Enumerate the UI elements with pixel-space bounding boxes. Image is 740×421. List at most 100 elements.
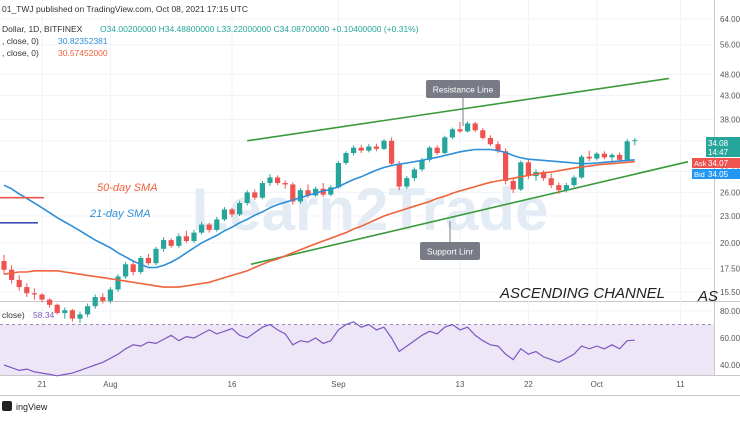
rsi-band-fill bbox=[0, 324, 714, 375]
candle-down bbox=[389, 137, 395, 167]
candle-up bbox=[259, 180, 265, 200]
candle-up bbox=[153, 246, 159, 266]
candle-up bbox=[221, 207, 227, 222]
candle-body bbox=[343, 153, 349, 163]
candle-down bbox=[206, 222, 212, 233]
candle-down bbox=[100, 293, 106, 304]
candle-body bbox=[199, 224, 205, 233]
ascending-channel bbox=[247, 77, 689, 266]
candle-down bbox=[290, 182, 296, 205]
candle-down bbox=[396, 161, 402, 191]
candle-up bbox=[328, 185, 334, 197]
ask-value: 34.07 bbox=[708, 159, 729, 168]
rsi-tick-label: 80.00 bbox=[720, 307, 740, 316]
candle-body bbox=[161, 240, 167, 249]
candle-body bbox=[373, 146, 379, 149]
candle-body bbox=[168, 240, 174, 246]
candle-body bbox=[267, 177, 273, 184]
candle-body bbox=[465, 123, 471, 132]
candle-up bbox=[115, 274, 121, 292]
price-tick-label: 43.00 bbox=[720, 92, 740, 101]
sma21-label: 21-day SMA bbox=[89, 208, 151, 220]
candle-body bbox=[586, 156, 592, 159]
price-tick-label: 17.50 bbox=[720, 265, 740, 274]
candle-down bbox=[16, 275, 22, 291]
candle-body bbox=[1, 261, 7, 270]
time-tick-label: 21 bbox=[38, 380, 47, 389]
footer-brand[interactable]: ingView bbox=[2, 401, 48, 412]
candle-down bbox=[1, 254, 7, 275]
price-tick-label: 48.00 bbox=[720, 70, 740, 79]
candle-down bbox=[47, 298, 53, 308]
candle-up bbox=[123, 262, 129, 279]
candle-body bbox=[472, 123, 478, 131]
candle-body bbox=[244, 192, 250, 204]
rsi-indicator bbox=[3, 321, 635, 377]
sma-b-label: , close, 0) bbox=[2, 48, 39, 58]
candle-body bbox=[191, 232, 197, 242]
candle-up bbox=[563, 183, 569, 193]
rsi-legend-value: 58.34 bbox=[33, 310, 55, 320]
candle-body bbox=[282, 183, 288, 185]
candle-body bbox=[16, 279, 22, 288]
time-tick-label: 13 bbox=[456, 380, 465, 389]
candle-body bbox=[85, 306, 91, 315]
footer-brand-text: ingView bbox=[16, 402, 48, 412]
candle-down bbox=[601, 151, 607, 160]
candle-body bbox=[39, 294, 45, 300]
sma-b-value: 30.57452000 bbox=[58, 48, 108, 58]
time-tick-label: Aug bbox=[103, 380, 117, 389]
candle-down bbox=[282, 180, 288, 189]
candle-body bbox=[366, 146, 372, 151]
candle-body bbox=[297, 190, 303, 202]
candle-body bbox=[153, 248, 159, 264]
candle-up bbox=[366, 144, 372, 153]
candle-up bbox=[351, 145, 357, 156]
candle-down bbox=[229, 207, 235, 217]
candle-body bbox=[358, 147, 364, 151]
candle-up bbox=[77, 311, 83, 323]
time-tick-label: 22 bbox=[524, 380, 533, 389]
candle-body bbox=[617, 154, 623, 160]
ascending-channel-label-cut: AS bbox=[697, 288, 718, 305]
candle-up bbox=[244, 190, 250, 206]
candle-up bbox=[624, 139, 630, 162]
candle-up bbox=[199, 221, 205, 235]
candle-body bbox=[229, 209, 235, 215]
candle-body bbox=[518, 162, 524, 190]
candle-up bbox=[609, 153, 615, 162]
candle-down bbox=[252, 189, 258, 200]
candle-up bbox=[161, 237, 167, 252]
candle-down bbox=[358, 144, 364, 154]
candle-down bbox=[556, 182, 562, 194]
support-callout: Support Linr bbox=[420, 221, 480, 260]
price-tick-label: 64.00 bbox=[720, 15, 740, 24]
ask-value-box bbox=[706, 158, 740, 168]
rsi-band bbox=[0, 324, 714, 375]
candle-body bbox=[107, 289, 113, 301]
tradingview-logo-icon bbox=[2, 401, 12, 411]
ask-label-box bbox=[692, 158, 706, 168]
rsi-tick-label: 60.00 bbox=[720, 334, 740, 343]
candle-down bbox=[480, 128, 486, 140]
price-tick-label: 15.50 bbox=[720, 288, 740, 297]
candle-body bbox=[601, 153, 607, 158]
candle-down bbox=[487, 135, 493, 146]
candle-up bbox=[191, 229, 197, 243]
candle-up bbox=[518, 160, 524, 191]
candle-down bbox=[145, 253, 151, 266]
bid-label-box bbox=[692, 169, 706, 179]
candle-up bbox=[411, 167, 417, 181]
candle-body bbox=[183, 236, 189, 242]
candle-body bbox=[252, 192, 258, 198]
candle-body bbox=[541, 172, 547, 179]
candle-body bbox=[24, 287, 30, 294]
candle-up bbox=[214, 216, 220, 232]
candle-body bbox=[100, 297, 106, 301]
candle-body bbox=[69, 310, 75, 319]
candle-down bbox=[69, 308, 75, 322]
candle-down bbox=[472, 121, 478, 132]
candle-body bbox=[214, 219, 220, 230]
candle-body bbox=[62, 310, 68, 313]
